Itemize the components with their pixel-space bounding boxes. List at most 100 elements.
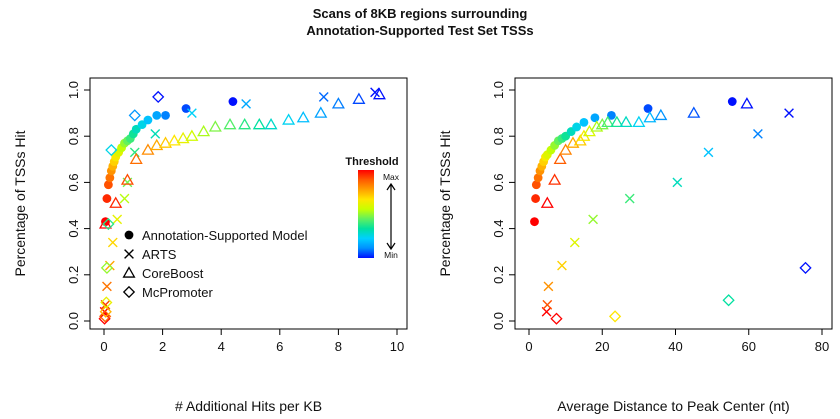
left-series-arts bbox=[99, 87, 380, 317]
right-y-tick-label: 0.8 bbox=[491, 127, 506, 145]
left-data-point bbox=[181, 104, 191, 113]
legend-label: ARTS bbox=[142, 247, 177, 262]
right-series-coreboost bbox=[540, 97, 754, 208]
left-data-point bbox=[223, 117, 237, 130]
right-data-point bbox=[579, 117, 589, 127]
left-data-point bbox=[197, 124, 211, 137]
left-data-point bbox=[352, 92, 366, 104]
right-data-point bbox=[531, 194, 540, 203]
left-data-point bbox=[370, 87, 380, 98]
right-data-point bbox=[672, 177, 683, 188]
right-data-point bbox=[619, 115, 633, 128]
colorbar-title: Threshold bbox=[345, 156, 398, 168]
right-data-point bbox=[722, 294, 735, 307]
right-data-point bbox=[595, 117, 609, 130]
left-data-point bbox=[100, 296, 113, 309]
left-data-point bbox=[143, 115, 153, 125]
figure-title-line1: Scans of 8KB regions surrounding bbox=[312, 6, 528, 21]
right-series-arts bbox=[541, 108, 794, 317]
left-series-coreboost bbox=[98, 87, 386, 229]
left-data-point bbox=[238, 117, 252, 130]
figure-title-line2: Annotation-Supported Test Set TSSs bbox=[306, 23, 534, 38]
right-y-tick-label: 0.4 bbox=[491, 220, 506, 238]
right-y-axis-label: Percentage of TSSs Hit bbox=[437, 130, 453, 276]
right-data-point bbox=[799, 261, 812, 274]
colorbar-gradient bbox=[358, 170, 374, 258]
left-data-point bbox=[102, 217, 115, 231]
left-data-point bbox=[105, 173, 115, 183]
left-x-tick-label: 2 bbox=[159, 339, 166, 354]
left-series-mcpromoter bbox=[98, 90, 165, 325]
right-data-point bbox=[632, 115, 646, 128]
left-data-point bbox=[314, 106, 328, 118]
left-data-point bbox=[372, 87, 386, 100]
right-data-point bbox=[601, 115, 615, 128]
left-data-point bbox=[159, 136, 173, 148]
left-data-point bbox=[282, 113, 296, 125]
right-data-point bbox=[572, 122, 582, 132]
right-data-point bbox=[530, 217, 539, 227]
left-data-point bbox=[120, 173, 134, 185]
left-y-tick-label: 1.0 bbox=[66, 81, 81, 99]
right-data-point bbox=[553, 152, 567, 164]
left-data-point bbox=[103, 180, 113, 190]
left-data-point bbox=[109, 196, 123, 208]
right-data-point bbox=[557, 260, 567, 271]
left-x-axis-label: # Additional Hits per KB bbox=[175, 398, 322, 414]
left-data-point bbox=[296, 111, 310, 123]
legend: Annotation-Supported Model ARTS CoreBoost M… bbox=[122, 228, 308, 300]
colorbar-double-arrow-icon bbox=[386, 182, 396, 251]
right-x-axis-label: Average Distance to Peak Center (nt) bbox=[557, 398, 789, 414]
right-series-annotation-supported-model bbox=[530, 97, 737, 227]
left-data-point bbox=[100, 261, 114, 274]
right-data-point bbox=[550, 312, 563, 325]
left-y-tick-label: 0.6 bbox=[66, 173, 81, 191]
right-data-point bbox=[703, 147, 714, 158]
left-data-point bbox=[102, 281, 112, 292]
left-data-point bbox=[112, 214, 123, 225]
left-data-point bbox=[228, 97, 238, 106]
right-data-point bbox=[643, 111, 657, 123]
left-data-point bbox=[208, 120, 222, 132]
left-data-point bbox=[128, 109, 141, 122]
left-data-point bbox=[107, 237, 118, 248]
left-data-point bbox=[98, 217, 112, 229]
right-y-tick-label: 0.2 bbox=[491, 266, 506, 284]
left-data-point bbox=[167, 134, 181, 146]
left-data-point bbox=[150, 138, 164, 151]
right-data-point bbox=[643, 104, 653, 113]
right-x-tick-label: 0 bbox=[525, 339, 532, 354]
left-data-point bbox=[187, 108, 197, 118]
right-data-point bbox=[590, 120, 604, 132]
right-data-point bbox=[543, 281, 554, 292]
left-data-point bbox=[102, 194, 112, 203]
right-data-point bbox=[607, 111, 616, 120]
left-data-point bbox=[252, 117, 266, 130]
left-data-point bbox=[185, 129, 199, 141]
right-data-point bbox=[624, 193, 635, 204]
colorbar-min-label: Min bbox=[384, 250, 398, 260]
right-x-tick-label: 20 bbox=[595, 339, 609, 354]
legend-marker-circle bbox=[124, 230, 134, 240]
right-data-point bbox=[610, 115, 624, 128]
right-x-tick-label: 80 bbox=[815, 339, 829, 354]
right-scatter-panel: 0.0 0.2 0.4 0.6 0.8 1.0 0 20 40 60 80 Average Dista… bbox=[437, 77, 833, 414]
left-data-point bbox=[129, 152, 143, 164]
left-data-point bbox=[264, 117, 278, 130]
left-y-tick-label: 0.0 bbox=[66, 312, 81, 330]
right-plot-frame bbox=[514, 77, 833, 330]
right-data-point bbox=[569, 237, 580, 248]
right-series-mcpromoter bbox=[550, 261, 812, 325]
legend-label: Annotation-Supported Model bbox=[142, 228, 308, 243]
left-x-tick-label: 4 bbox=[218, 339, 225, 354]
left-x-tick-label: 6 bbox=[276, 339, 283, 354]
threshold-colorbar: Threshold Max Min bbox=[345, 156, 399, 260]
right-data-point bbox=[753, 128, 763, 139]
left-x-tick-label: 10 bbox=[390, 339, 404, 354]
left-data-point bbox=[119, 193, 130, 204]
left-y-tick-label: 0.2 bbox=[66, 266, 81, 284]
left-data-point bbox=[152, 90, 165, 104]
left-data-point bbox=[318, 92, 329, 102]
right-data-point bbox=[590, 113, 600, 123]
